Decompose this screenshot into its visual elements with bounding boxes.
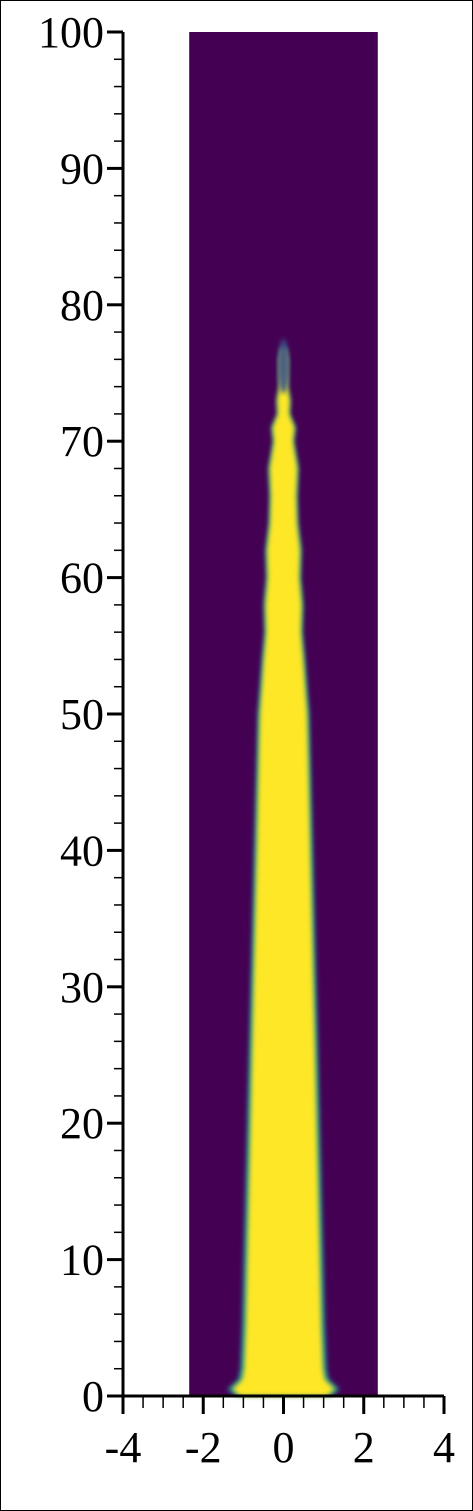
y-tick-label: 60 xyxy=(60,554,104,603)
y-tick-label: 50 xyxy=(60,690,104,739)
x-tick-label: 0 xyxy=(273,1423,295,1472)
jet-tip xyxy=(277,338,290,394)
x-tick-label: -4 xyxy=(105,1423,142,1472)
y-tick-label: 100 xyxy=(38,8,104,57)
jet-field xyxy=(227,338,340,1396)
x-tick-label: 2 xyxy=(353,1423,375,1472)
y-tick-label: 90 xyxy=(60,144,104,193)
jet-core xyxy=(232,348,335,1396)
y-tick-label: 80 xyxy=(60,281,104,330)
y-tick-label: 40 xyxy=(60,826,104,875)
y-tick-label: 30 xyxy=(60,963,104,1012)
y-tick-label: 20 xyxy=(60,1099,104,1148)
axes: 0 10 20 30 40 50 60 70 80 90 100 -4 -2 0 2 4 xyxy=(38,8,455,1472)
x-tick-label: -2 xyxy=(185,1423,222,1472)
x-tick-label: 4 xyxy=(433,1423,455,1472)
y-tick-label: 70 xyxy=(60,417,104,466)
y-tick-label: 0 xyxy=(82,1372,104,1421)
y-tick-label: 10 xyxy=(60,1236,104,1285)
